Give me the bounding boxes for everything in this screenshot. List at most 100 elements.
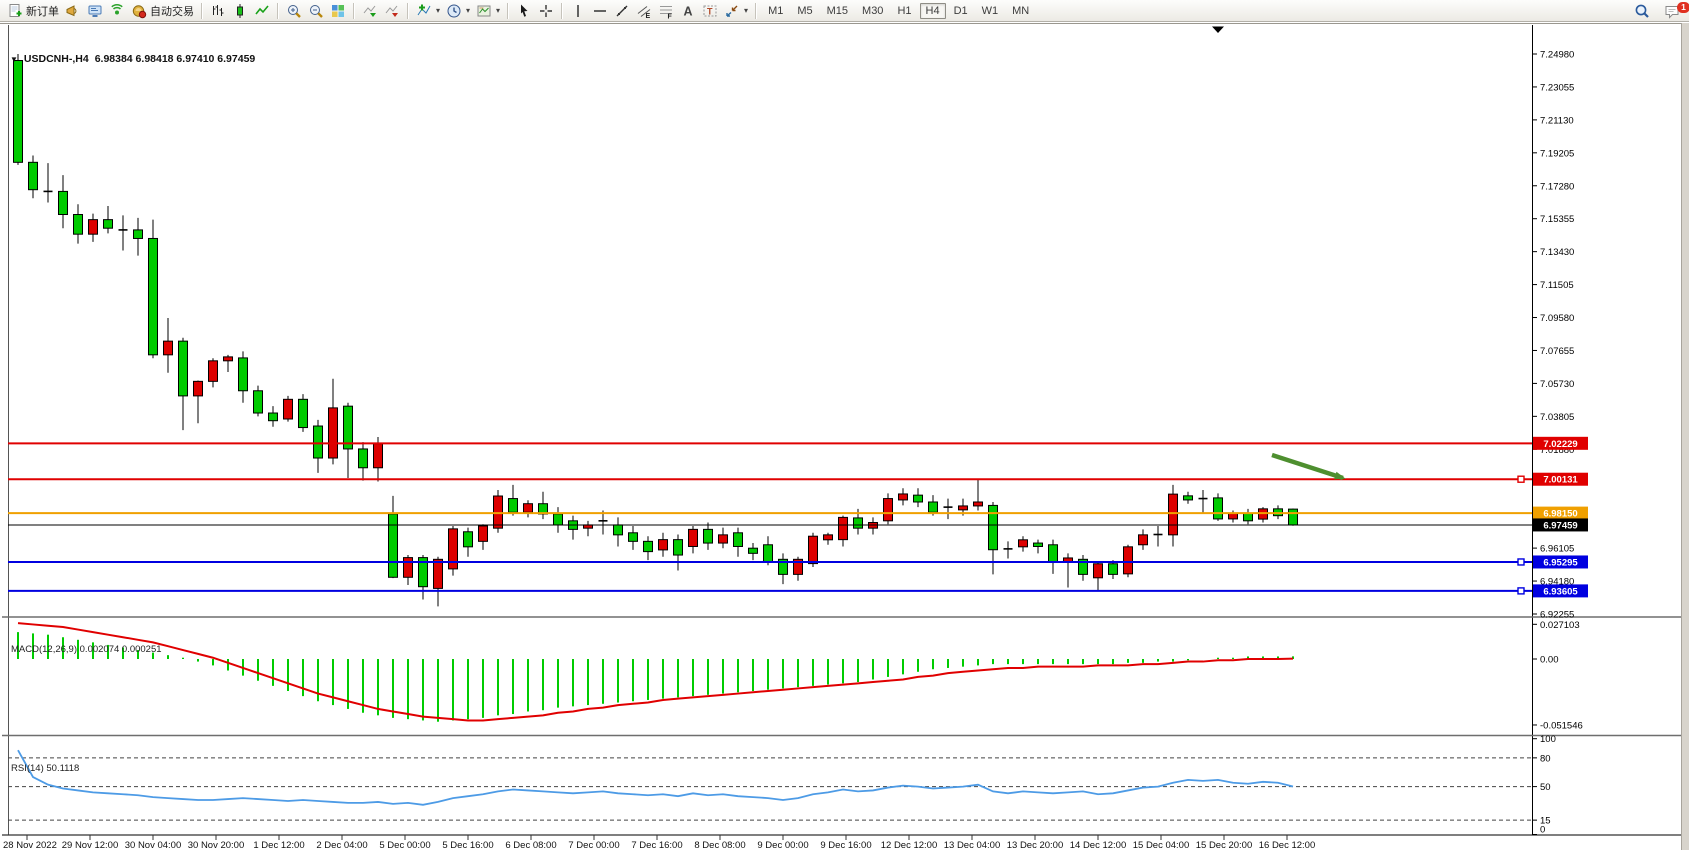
svg-text:6 Dec 08:00: 6 Dec 08:00	[505, 840, 556, 851]
price-tag-6.93605: 6.93605	[1533, 584, 1588, 598]
megaphone-button[interactable]	[62, 1, 84, 21]
horizontal-line-button[interactable]	[589, 1, 611, 21]
terminal-button[interactable]	[84, 1, 106, 21]
bar-chart-icon	[213, 4, 224, 16]
price-tag-6.95295: 6.95295	[1533, 555, 1588, 569]
time-axis[interactable]: 28 Nov 2022 29 Nov 12:00 30 Nov 04:00 30 No…	[3, 835, 1315, 851]
chart-shift-button[interactable]	[381, 1, 403, 21]
svg-text:16 Dec 12:00: 16 Dec 12:00	[1259, 840, 1316, 851]
rsi-indicator: 100 80 50 150	[8, 734, 1556, 836]
svg-text:6.98150: 6.98150	[1543, 509, 1577, 520]
price-tag-7.02229: 7.02229	[1533, 436, 1588, 450]
svg-text:7.09580: 7.09580	[1540, 313, 1574, 324]
svg-text:0: 0	[1540, 825, 1545, 836]
zoom-out-button[interactable]	[305, 1, 327, 21]
chart-window[interactable]: 7.24980 7.23055 7.21130 7.19205 7.17280 7.153…	[0, 23, 1689, 851]
equidistant-channel-button[interactable]: E	[633, 1, 655, 21]
svg-text:7.15355: 7.15355	[1540, 214, 1574, 225]
fibonacci-icon: F	[660, 5, 673, 19]
timeframe-button-h4[interactable]: H4	[919, 2, 946, 19]
periods-button[interactable]: ▾	[443, 1, 473, 21]
search-button[interactable]	[1631, 1, 1653, 21]
notifications-button[interactable]: 1	[1661, 1, 1689, 21]
chevron-down-icon[interactable]: ▾	[466, 6, 471, 15]
signals-button[interactable]	[106, 1, 128, 21]
candlesticks	[13, 54, 1298, 607]
toolbar-separator	[277, 2, 279, 19]
fibonacci-button[interactable]: F	[655, 1, 677, 21]
timeframe-button-m30[interactable]: M30	[862, 4, 884, 17]
candlestick-button[interactable]	[229, 1, 251, 21]
timeframe-button-mn[interactable]: MN	[1012, 4, 1030, 17]
chevron-down-icon[interactable]: ▾	[496, 6, 501, 15]
trendline-button[interactable]	[611, 1, 633, 21]
svg-text:7.13430: 7.13430	[1540, 247, 1574, 258]
support-line-1[interactable]	[8, 558, 1532, 566]
window-right-border	[1681, 23, 1689, 850]
timeframe-button-m1[interactable]: M1	[768, 4, 784, 17]
price-tag-6.98150: 6.98150	[1533, 506, 1588, 520]
vertical-line-icon	[577, 4, 579, 17]
text-button[interactable]: A	[677, 1, 699, 21]
svg-text:E: E	[646, 13, 651, 19]
svg-text:6.93605: 6.93605	[1543, 586, 1578, 597]
svg-text:7.24980: 7.24980	[1540, 50, 1574, 61]
cursor-button[interactable]	[513, 1, 535, 21]
svg-text:9 Dec 16:00: 9 Dec 16:00	[820, 840, 871, 851]
svg-text:6.96105: 6.96105	[1540, 544, 1574, 555]
resistance-line-2[interactable]	[8, 475, 1532, 483]
svg-text:7.21130: 7.21130	[1540, 115, 1574, 126]
svg-text:6.95295: 6.95295	[1543, 557, 1578, 568]
timeframe-button-m15[interactable]: M15	[826, 4, 849, 17]
notification-badge: 1	[1677, 2, 1689, 13]
line-chart-button[interactable]	[251, 1, 273, 21]
chevron-down-icon[interactable]: ▾	[744, 6, 749, 15]
arrows-icon	[726, 5, 738, 17]
trend-arrow-annotation[interactable]	[1271, 452, 1346, 481]
support-line-2[interactable]	[8, 587, 1532, 595]
auto-trading-button[interactable]: 自动交易	[128, 1, 197, 21]
vertical-line-button[interactable]	[567, 1, 589, 21]
bar-chart-button[interactable]	[207, 1, 229, 21]
chevron-down-icon[interactable]: ▾	[436, 6, 441, 15]
svg-text:7.02229: 7.02229	[1543, 439, 1577, 450]
chart-canvas[interactable]: 7.24980 7.23055 7.21130 7.19205 7.17280 7.153…	[0, 24, 1689, 851]
auto-scroll-button[interactable]	[359, 1, 381, 21]
symbol-dropdown-icon[interactable]: ▼	[10, 54, 18, 64]
text-label-icon: T	[703, 5, 717, 16]
toolbar: 新订单 自动交易 ▾ ▾ ▾ E F A T ▾ M1 M5 M15 M30 H1 H4 D1 W1 MN 1	[0, 0, 1689, 22]
svg-text:7 Dec 00:00: 7 Dec 00:00	[568, 840, 619, 851]
indicators-button[interactable]: ▾	[413, 1, 443, 21]
templates-button[interactable]: ▾	[473, 1, 503, 21]
cursor-icon	[521, 4, 528, 17]
svg-text:80: 80	[1540, 753, 1551, 764]
svg-text:1 Dec 12:00: 1 Dec 12:00	[253, 840, 304, 851]
svg-text:2 Dec 04:00: 2 Dec 04:00	[316, 840, 367, 851]
horizontal-line-icon	[594, 9, 607, 12]
svg-text:29 Nov 12:00: 29 Nov 12:00	[62, 840, 119, 851]
rsi-line	[17, 749, 1294, 806]
zoom-in-button[interactable]	[283, 1, 305, 21]
channel-icon: E	[637, 5, 651, 19]
timeframe-button-w1[interactable]: W1	[981, 4, 999, 17]
svg-text:14 Dec 12:00: 14 Dec 12:00	[1070, 840, 1127, 851]
toolbar-separator	[201, 2, 203, 19]
tile-windows-button[interactable]	[327, 1, 349, 21]
arrows-button[interactable]: ▾	[721, 1, 751, 21]
svg-text:7.19205: 7.19205	[1540, 148, 1574, 159]
timeframe-button-m5[interactable]: M5	[797, 4, 813, 17]
svg-text:5 Dec 00:00: 5 Dec 00:00	[379, 840, 430, 851]
svg-text:30 Nov 04:00: 30 Nov 04:00	[125, 840, 182, 851]
toolbar-separator	[407, 2, 409, 19]
new-order-icon	[9, 3, 22, 17]
timeframe-button-d1[interactable]: D1	[953, 4, 968, 17]
clock-icon	[447, 4, 461, 17]
auto-trading-icon	[132, 4, 147, 18]
new-order-button[interactable]: 新订单	[4, 1, 62, 21]
svg-text:7.05730: 7.05730	[1540, 379, 1574, 390]
text-label-button[interactable]: T	[699, 1, 721, 21]
timeframe-button-h1[interactable]: H1	[897, 4, 912, 17]
new-order-button-label: 新订单	[26, 5, 59, 18]
price-axis[interactable]: 7.24980 7.23055 7.21130 7.19205 7.17280 7.153…	[1532, 50, 1574, 621]
crosshair-button[interactable]	[535, 1, 557, 21]
